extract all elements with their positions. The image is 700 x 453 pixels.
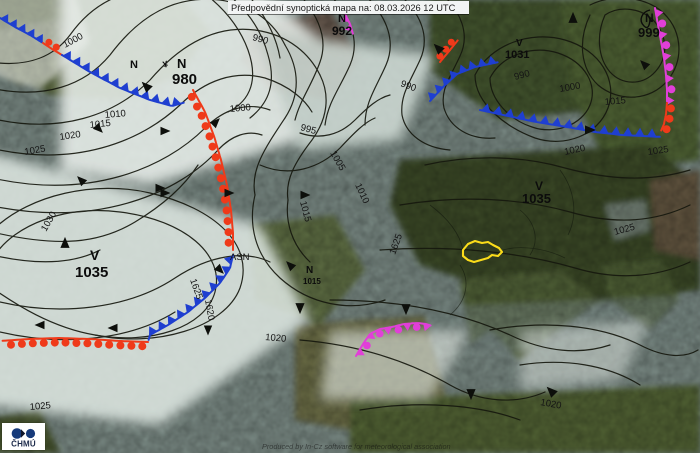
svg-text:1025: 1025 <box>29 400 51 413</box>
svg-text:V: V <box>90 247 100 263</box>
svg-text:1625: 1625 <box>187 277 205 301</box>
svg-text:1015: 1015 <box>303 277 321 286</box>
svg-text:1031: 1031 <box>505 49 529 61</box>
svg-text:1020: 1020 <box>59 129 81 143</box>
svg-text:990: 990 <box>399 78 418 94</box>
svg-text:1015: 1015 <box>604 95 626 108</box>
svg-text:¥: ¥ <box>162 59 169 70</box>
svg-text:1025: 1025 <box>613 222 636 238</box>
svg-text:1620: 1620 <box>202 299 217 322</box>
svg-text:1020: 1020 <box>539 397 562 412</box>
svg-text:1030: 1030 <box>39 210 59 234</box>
svg-text:995: 995 <box>299 122 317 137</box>
svg-text:990: 990 <box>251 32 269 47</box>
svg-text:1625: 1625 <box>387 232 405 256</box>
svg-text:992: 992 <box>332 24 352 38</box>
svg-text:N: N <box>645 11 654 25</box>
svg-text:1000: 1000 <box>61 31 85 51</box>
svg-text:1000: 1000 <box>229 102 251 115</box>
svg-text:1020: 1020 <box>265 332 287 345</box>
svg-text:1035: 1035 <box>75 264 108 281</box>
svg-text:N: N <box>306 265 313 276</box>
svg-text:1010: 1010 <box>104 108 126 121</box>
svg-text:990: 990 <box>513 68 531 83</box>
svg-text:ČHMÚ: ČHMÚ <box>11 440 36 449</box>
svg-text:980: 980 <box>172 71 197 88</box>
svg-text:1020: 1020 <box>563 143 586 158</box>
svg-text:1025: 1025 <box>24 143 47 158</box>
svg-text:999: 999 <box>638 25 660 40</box>
svg-text:1015: 1015 <box>297 200 313 223</box>
svg-text:1025: 1025 <box>647 144 669 158</box>
svg-text:N: N <box>177 56 186 71</box>
svg-text:N: N <box>130 59 138 71</box>
svg-text:1005: 1005 <box>327 149 347 173</box>
svg-text:1035: 1035 <box>522 191 551 206</box>
svg-text:ASN: ASN <box>230 252 250 263</box>
svg-text:V: V <box>516 38 523 49</box>
svg-text:1000: 1000 <box>559 80 582 95</box>
svg-text:1010: 1010 <box>352 182 371 206</box>
